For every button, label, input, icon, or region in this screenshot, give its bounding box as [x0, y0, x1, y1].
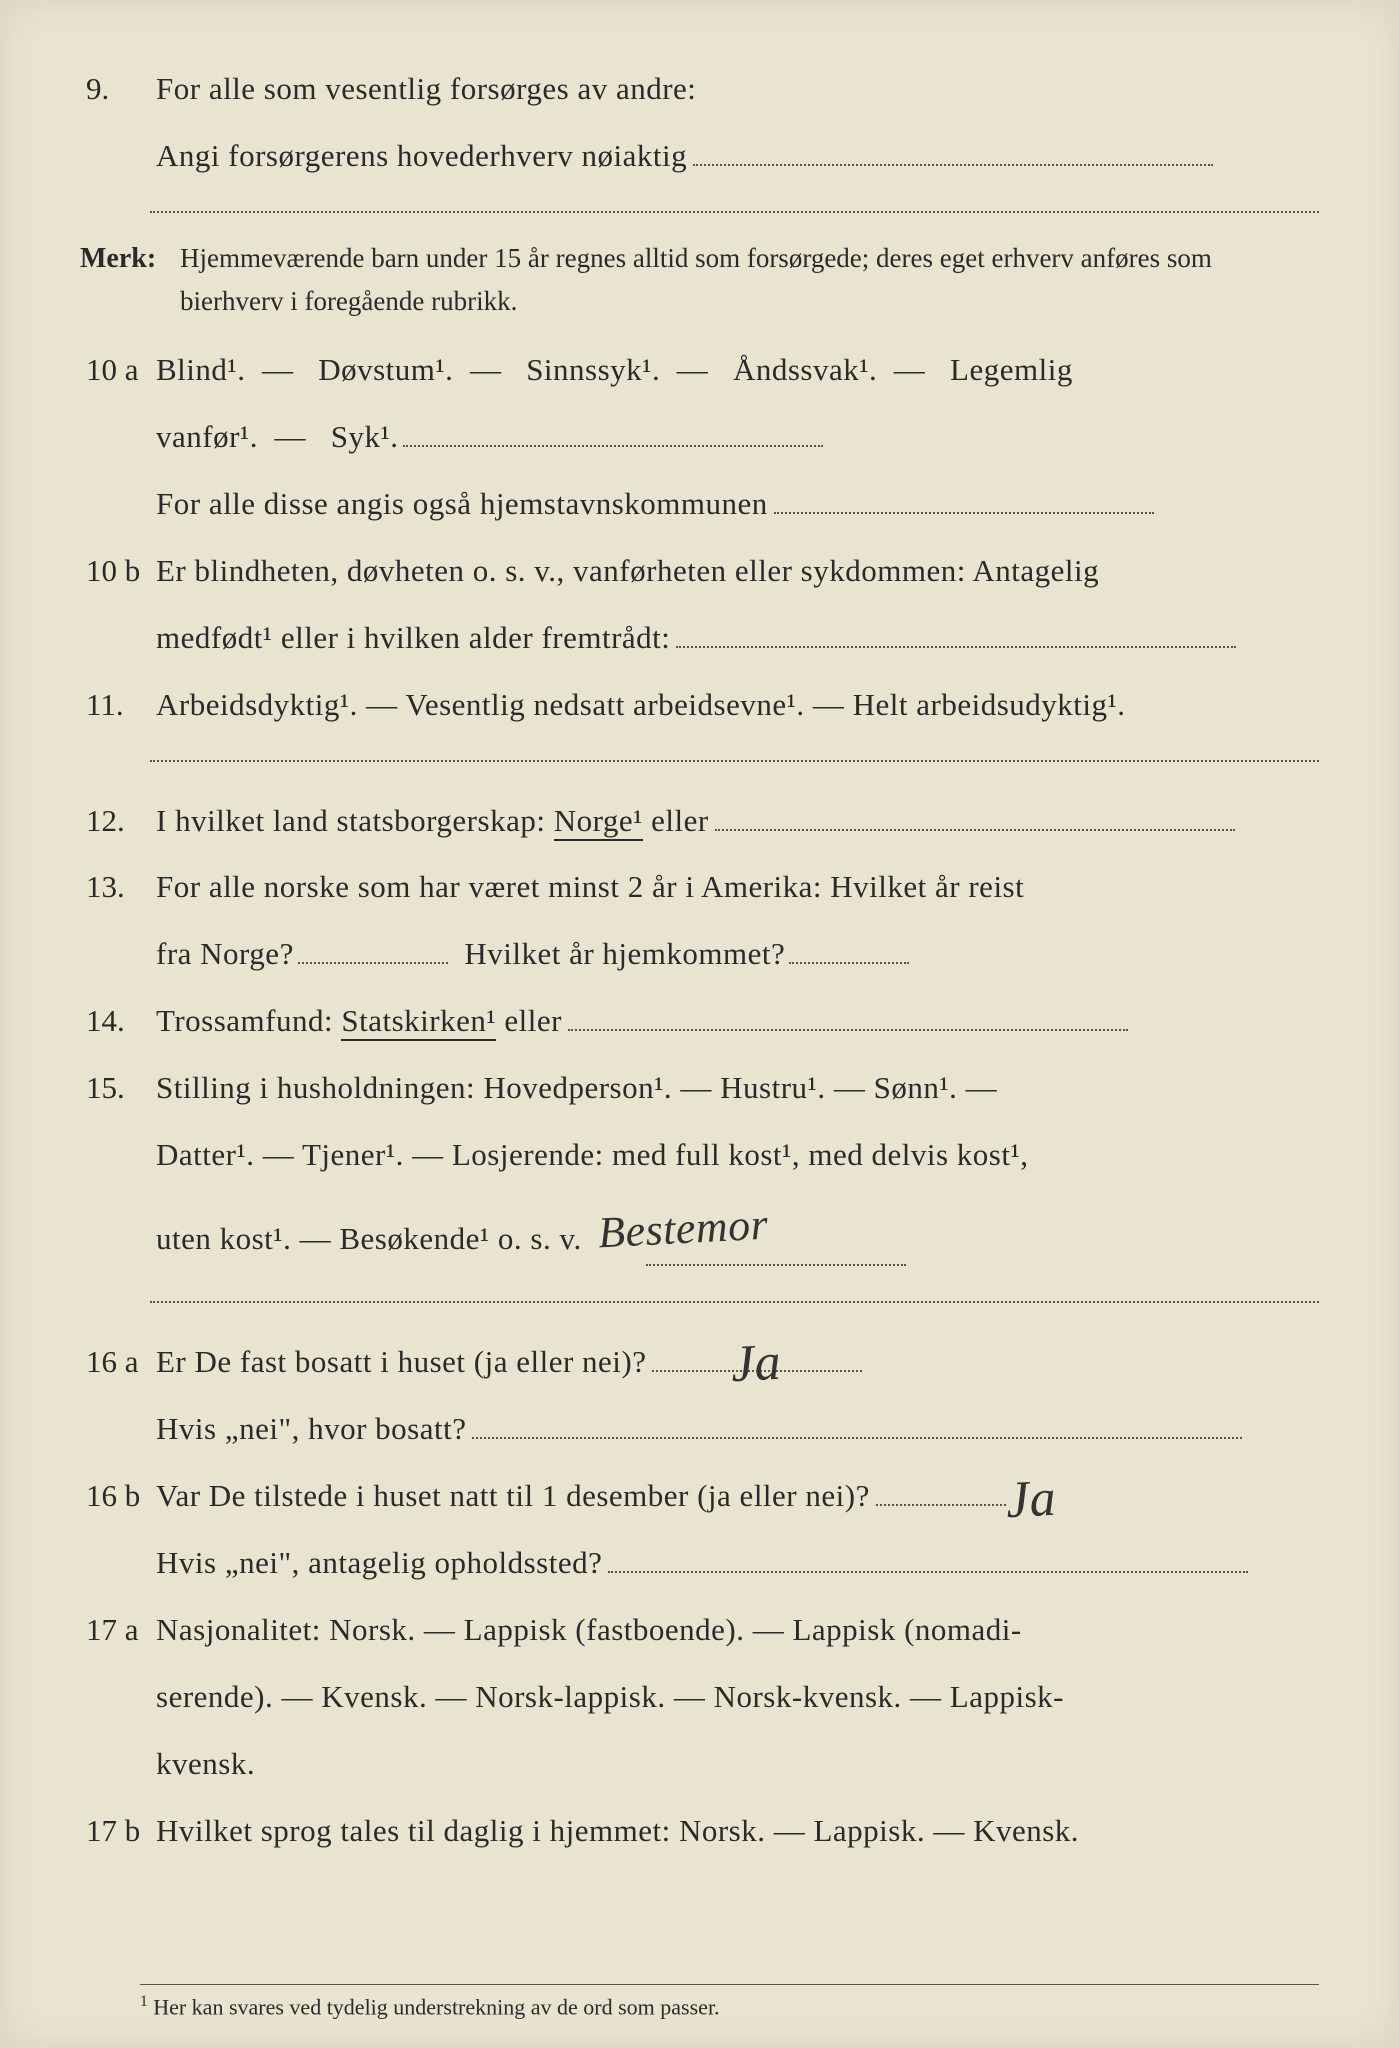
q11-opts: Arbeidsdyktig¹. — Vesentlig nedsatt arbe…: [156, 676, 1319, 735]
q17b-text: Hvilket sprog tales til daglig i hjemmet…: [156, 1802, 1319, 1861]
q15-handwritten-answer: Bestemor: [596, 1182, 770, 1274]
q12-number: 12.: [80, 792, 156, 851]
q9-line2: Angi forsørgerens hovederhverv nøiaktig: [80, 127, 1319, 186]
q16a-handwritten-ja: Ja: [728, 1314, 783, 1415]
q10b-text1: Er blindheten, døvheten o. s. v., vanfør…: [156, 542, 1319, 601]
q15-number: 15.: [80, 1059, 156, 1118]
q13-number: 13.: [80, 858, 156, 917]
q9-extra-line: [150, 210, 1319, 213]
q16a-number: 16 a: [80, 1333, 156, 1392]
footnote: 1 Her kan svares ved tydelig understrekn…: [140, 1984, 1319, 2020]
q16b-blank2: [608, 1571, 1248, 1573]
q14-number: 14.: [80, 992, 156, 1051]
q10a-opts: Blind¹. — Døvstum¹. — Sinnssyk¹. — Åndss…: [156, 341, 1319, 400]
section-divider-2: [150, 1300, 1319, 1303]
q15-line2: Datter¹. — Tjener¹. — Losjerende: med fu…: [80, 1126, 1319, 1185]
q15-text1: Stilling i husholdningen: Hovedperson¹. …: [156, 1059, 1319, 1118]
q9-line1: 9. For alle som vesentlig forsørges av a…: [80, 60, 1319, 119]
q17b: 17 b Hvilket sprog tales til daglig i hj…: [80, 1802, 1319, 1861]
q10a-blank: [403, 445, 823, 447]
q13-blank2: [789, 962, 909, 964]
q13-blank1: [298, 962, 448, 964]
q15-line1: 15. Stilling i husholdningen: Hovedperso…: [80, 1059, 1319, 1118]
q17a-line1: 17 a Nasjonalitet: Norsk. — Lappisk (fas…: [80, 1601, 1319, 1660]
q10b-line1: 10 b Er blindheten, døvheten o. s. v., v…: [80, 542, 1319, 601]
q10b-line2: medfødt¹ eller i hvilken alder fremtrådt…: [80, 609, 1319, 668]
q10a-line3: For alle disse angis også hjemstavnskomm…: [80, 475, 1319, 534]
q10b-blank: [676, 646, 1236, 648]
q10a-line1: 10 a Blind¹. — Døvstum¹. — Sinnssyk¹. — …: [80, 341, 1319, 400]
q13-text1: For alle norske som har været minst 2 år…: [156, 858, 1319, 917]
q12-blank: [715, 829, 1235, 831]
q9-number: 9.: [80, 60, 156, 119]
q17a-line2: serende). — Kvensk. — Norsk-lappisk. — N…: [80, 1668, 1319, 1727]
q11-number: 11.: [80, 676, 156, 735]
q9-text1: For alle som vesentlig forsørges av andr…: [156, 60, 1319, 119]
q13-line1: 13. For alle norske som har været minst …: [80, 858, 1319, 917]
merk-label: Merk:: [80, 243, 180, 275]
merk-note: Merk: Hjemmeværende barn under 15 år reg…: [80, 237, 1319, 323]
q15-line3: uten kost¹. — Besøkende¹ o. s. v. Bestem…: [80, 1193, 1319, 1277]
q14: 14. Trossamfund: Statskirken¹ eller: [80, 992, 1319, 1051]
q12: 12. I hvilket land statsborgerskap: Norg…: [80, 792, 1319, 851]
q17b-number: 17 b: [80, 1802, 156, 1861]
q17a-line3: kvensk.: [80, 1735, 1319, 1794]
q15-blank: [646, 1264, 906, 1266]
section-divider-1: [150, 759, 1319, 762]
q13-line2: fra Norge? Hvilket år hjemkommet?: [80, 925, 1319, 984]
q14-statskirken-underlined: Statskirken¹: [341, 1003, 496, 1041]
q17a-number: 17 a: [80, 1601, 156, 1660]
q16b-line1: 16 b Var De tilstede i huset natt til 1 …: [80, 1467, 1319, 1526]
q16b-number: 16 b: [80, 1467, 156, 1526]
q17a-text3: kvensk.: [156, 1735, 1319, 1794]
q16b-blank1: [876, 1504, 1006, 1506]
q16a-blank2: [472, 1437, 1242, 1439]
q17a-text1: Nasjonalitet: Norsk. — Lappisk (fastboen…: [156, 1601, 1319, 1660]
q16b-handwritten-ja: Ja: [1003, 1450, 1058, 1551]
q15-text2: Datter¹. — Tjener¹. — Losjerende: med fu…: [156, 1126, 1319, 1185]
q14-blank: [568, 1029, 1128, 1031]
q10a-line2: vanfør¹. — Syk¹.: [80, 408, 1319, 467]
q10a-blank2: [774, 512, 1154, 514]
q10a-number: 10 a: [80, 341, 156, 400]
q9-text2: Angi forsørgerens hovederhverv nøiaktig: [156, 127, 1319, 186]
q16a-line2: Hvis „nei", hvor bosatt?: [80, 1400, 1319, 1459]
q11: 11. Arbeidsdyktig¹. — Vesentlig nedsatt …: [80, 676, 1319, 735]
q9-blank: [693, 164, 1213, 166]
q17a-text2: serende). — Kvensk. — Norsk-lappisk. — N…: [156, 1668, 1319, 1727]
merk-text: Hjemmeværende barn under 15 år regnes al…: [180, 237, 1319, 323]
q16b-line2: Hvis „nei", antagelig opholdssted?: [80, 1534, 1319, 1593]
q16a-line1: 16 a Er De fast bosatt i huset (ja eller…: [80, 1333, 1319, 1392]
census-form-page: 9. For alle som vesentlig forsørges av a…: [0, 0, 1399, 2048]
q12-norge-underlined: Norge¹: [554, 803, 643, 841]
q10b-number: 10 b: [80, 542, 156, 601]
